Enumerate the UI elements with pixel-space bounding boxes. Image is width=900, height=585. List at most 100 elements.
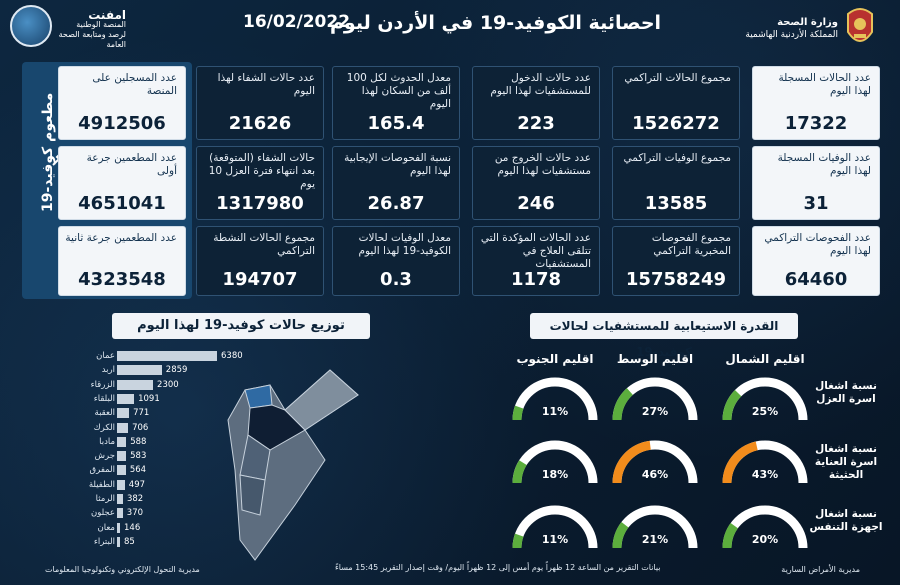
bar-category-label: جرش xyxy=(94,451,115,462)
capacity-row-label: نسبة اشغال اجهزة التنفس xyxy=(809,508,883,533)
page-title: احصائية الكوفيد-19 في الأردن ليوم xyxy=(330,12,662,34)
footer-right: مديرية الأمراض السارية xyxy=(781,565,860,574)
bar xyxy=(117,351,217,361)
report-date: 16/02/2022 xyxy=(243,12,351,32)
bar-category-label: البتراء xyxy=(93,536,115,547)
bar-value-label: 588 xyxy=(130,436,147,447)
bar-category-label: الكرك xyxy=(93,422,115,433)
bar xyxy=(117,522,120,533)
occupancy-gauge: 46% xyxy=(605,435,705,495)
stat-label: عدد الفحوصات التراكمي لهذا اليوم xyxy=(764,232,871,257)
bar-row: معان 146 xyxy=(85,522,285,534)
second-dose-label: عدد المطعمين جرعة ثانية xyxy=(65,232,177,244)
bar xyxy=(117,465,126,476)
bar xyxy=(117,479,125,490)
platform-name: امفنت xyxy=(88,8,126,22)
region-label: اقليم الجنوب xyxy=(516,352,594,366)
bar-value-label: 497 xyxy=(128,479,146,490)
bar-value-label: 2859 xyxy=(165,365,188,376)
bar-category-label: البلقاء xyxy=(93,393,115,404)
stat-value: 64460 xyxy=(784,269,848,290)
ministry-line1: وزارة الصحة xyxy=(777,17,838,28)
bar-category-label: اربد xyxy=(101,365,115,376)
gauge-fill xyxy=(612,440,652,484)
bar-value-label: 85 xyxy=(124,536,135,547)
stat-card: عدد الحالات المؤكدة التي تتلقى العلاج في… xyxy=(472,226,600,296)
occupancy-gauge: 21% xyxy=(605,500,705,560)
stat-value: 246 xyxy=(517,193,555,214)
first-dose-card: عدد المطعمين جرعة أولى 4651041 xyxy=(58,146,186,220)
region-label: اقليم الشمال xyxy=(725,352,805,366)
stat-card: معدل الوفيات لحالات الكوفيد-19 لهذا اليو… xyxy=(332,226,460,296)
bar-row: مادبا 588 xyxy=(85,436,285,448)
stat-value: 1317980 xyxy=(216,193,304,214)
stat-value: 165.4 xyxy=(367,113,425,134)
bar-row: البتراء 85 xyxy=(85,536,285,548)
stat-card: عدد الوفيات المسجلة لهذا اليوم 31 xyxy=(752,146,880,220)
gauge-fill xyxy=(722,523,739,549)
gauge-percent: 43% xyxy=(751,468,779,481)
second-dose-card: عدد المطعمين جرعة ثانية 4323548 xyxy=(58,226,186,296)
ministry-name: وزارة الصحة المملكة الأردنية الهاشمية xyxy=(745,17,838,41)
first-dose-label: عدد المطعمين جرعة أولى xyxy=(86,152,177,177)
bar-row: البلقاء 1091 xyxy=(85,393,285,405)
distribution-title: توزيع حالات كوفيد-19 لهذا اليوم xyxy=(112,313,370,339)
first-dose-value: 4651041 xyxy=(78,193,166,214)
bar-category-label: المفرق xyxy=(89,465,115,476)
occupancy-gauge: 25% xyxy=(715,372,815,432)
stat-card: عدد حالات الخروج من مستشفيات لهذا اليوم 2… xyxy=(472,146,600,220)
occupancy-gauge: 11% xyxy=(505,372,605,432)
header: امفنت المنصة الوطنية لرصد ومتابعة الصحة … xyxy=(0,0,900,55)
second-dose-value: 4323548 xyxy=(78,269,166,290)
bar-row: جرش 583 xyxy=(85,450,285,462)
registered-card: عدد المسجلين على المنصة 4912506 xyxy=(58,66,186,140)
stat-card: نسبة الفحوصات الإيجابية لهذا اليوم 26.87 xyxy=(332,146,460,220)
gauge-percent: 20% xyxy=(751,533,779,546)
stat-label: مجموع الوفيات التراكمي xyxy=(623,152,731,164)
bar-category-label: الزرقاء xyxy=(90,379,115,390)
bar-category-label: الطفيلة xyxy=(88,479,115,490)
stat-label: عدد حالات الخروج من مستشفيات لهذا اليوم xyxy=(494,152,591,177)
gauge-percent: 18% xyxy=(541,468,569,481)
bar xyxy=(117,494,123,504)
bar-value-label: 564 xyxy=(129,465,147,476)
gauge-percent: 46% xyxy=(641,468,669,481)
stat-value: 194707 xyxy=(222,269,298,290)
gauge-percent: 11% xyxy=(541,533,569,546)
bar-row: الرمثا 382 xyxy=(85,493,285,505)
capacity-row-label: نسبة اشغال اسرة العناية الحثيثة xyxy=(814,443,878,481)
stat-label: معدل الحدوث لكل 100 ألف من السكان لهذا ا… xyxy=(346,72,451,110)
bar-row: الكرك 706 xyxy=(85,422,285,434)
stat-label: حالات الشفاء (المتوقعة) بعد انتهاء فترة … xyxy=(208,152,315,190)
stat-label: عدد الحالات المؤكدة التي تتلقى العلاج في… xyxy=(480,232,591,270)
bar-row: عجلون 370 xyxy=(85,507,285,519)
bar xyxy=(117,379,154,390)
footer-middle: بيانات التقرير من الساعة 12 ظهراً يوم أم… xyxy=(335,563,661,572)
platform-subtitle: المنصة الوطنية لرصد ومتابعة الصحة العامة xyxy=(58,20,126,49)
bar-category-label: العقبة xyxy=(94,408,115,419)
gauge-track xyxy=(512,377,598,421)
gauge-percent: 21% xyxy=(641,533,669,546)
stat-card: عدد الحالات المسجلة لهذا اليوم 17322 xyxy=(752,66,880,140)
stat-card: عدد الفحوصات التراكمي لهذا اليوم 64460 xyxy=(752,226,880,296)
stat-label: مجموع الحالات النشطة التراكمي xyxy=(213,232,315,257)
stat-value: 17322 xyxy=(784,113,848,134)
region-label: اقليم الوسط xyxy=(616,352,694,366)
bar-category-label: مادبا xyxy=(99,436,115,447)
gauge-fill xyxy=(612,521,629,549)
bar-value-label: 382 xyxy=(126,494,144,504)
registered-value: 4912506 xyxy=(78,113,166,134)
stat-label: عدد الوفيات المسجلة لهذا اليوم xyxy=(777,152,871,177)
footer-left: مديرية التحول الإلكتروني وتكنولوجيا المع… xyxy=(45,565,200,574)
bar-value-label: 771 xyxy=(133,408,150,419)
stat-value: 15758249 xyxy=(625,269,727,290)
bar-row: عمان 6380 xyxy=(85,350,285,362)
bar-value-label: 706 xyxy=(132,422,149,433)
gauge-fill xyxy=(512,533,524,549)
stat-card: مجموع الحالات التراكمي 1526272 xyxy=(612,66,740,140)
bar-value-label: 1091 xyxy=(138,393,160,404)
bar-row: الزرقاء 2300 xyxy=(85,379,285,391)
bar xyxy=(117,508,123,519)
occupancy-gauge: 20% xyxy=(715,500,815,560)
stat-card: عدد حالات الشفاء لهذا اليوم 21626 xyxy=(196,66,324,140)
